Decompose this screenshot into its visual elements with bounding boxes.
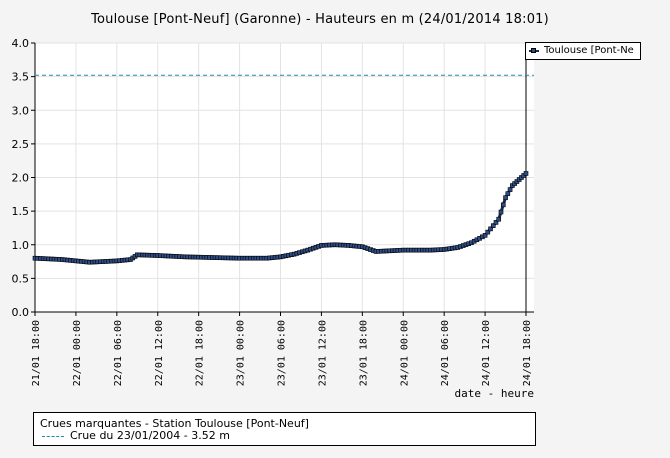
x-tick-label: 24/01 06:00 [440, 320, 451, 386]
dashed-line-icon [42, 435, 64, 437]
data-point [490, 223, 496, 228]
legend-series-marker-icon [529, 48, 539, 53]
x-axis-label: date - heure [455, 387, 534, 400]
flood-reference-box: Crues marquantes - Station Toulouse [Pon… [33, 412, 536, 446]
x-tick-label: 23/01 18:00 [358, 320, 369, 386]
data-point [503, 195, 508, 200]
data-point [498, 209, 504, 215]
y-tick-label: 1.5 [12, 205, 30, 218]
legend: Toulouse [Pont-Ne [525, 42, 641, 60]
x-tick-label: 24/01 18:00 [522, 320, 533, 386]
legend-series-label: Toulouse [Pont-Ne [544, 45, 634, 56]
x-tick-label: 23/01 00:00 [236, 320, 247, 386]
data-point [482, 233, 488, 238]
line-chart: 0.0 0.5 1.0 1.5 2.0 2.5 3.0 3.5 4.0 21/01 18:00 22… [12, 37, 534, 400]
x-tick-label: 24/01 00:00 [399, 320, 410, 386]
data-point [488, 226, 493, 232]
data-point [507, 187, 513, 192]
y-tick-label: 3.0 [12, 104, 30, 117]
x-tick-label: 22/01 00:00 [72, 320, 83, 386]
x-tick-label: 22/01 18:00 [195, 320, 206, 386]
x-tick-label: 23/01 06:00 [277, 320, 288, 386]
y-tick-label: 2.0 [12, 172, 30, 185]
data-point [496, 216, 502, 222]
data-point [505, 191, 511, 196]
x-tick-label: 24/01 12:00 [481, 320, 492, 386]
data-point [500, 202, 506, 208]
flood-reference-heading: Crues marquantes - Station Toulouse [Pon… [40, 417, 309, 430]
y-tick-label: 0.5 [12, 272, 30, 285]
y-tick-label: 0.0 [12, 306, 30, 319]
x-tick-label: 22/01 06:00 [113, 320, 124, 386]
y-tick-label: 1.0 [12, 239, 30, 252]
x-tick-label: 23/01 12:00 [317, 320, 328, 386]
chart-title: Toulouse [Pont-Neuf] (Garonne) - Hauteur… [91, 12, 549, 27]
flood-reference-entry-label: Crue du 23/01/2004 - 3.52 m [70, 429, 230, 442]
data-point [523, 171, 529, 176]
y-tick-label: 3.5 [12, 71, 30, 84]
data-point [493, 220, 499, 225]
y-tick-label: 2.5 [12, 138, 30, 151]
y-tick-label: 4.0 [12, 37, 30, 50]
x-tick-label: 21/01 18:00 [31, 320, 42, 386]
data-point [485, 229, 491, 235]
flood-reference-entry: Crue du 23/01/2004 - 3.52 m [40, 430, 529, 442]
x-tick-label: 22/01 12:00 [154, 320, 165, 386]
